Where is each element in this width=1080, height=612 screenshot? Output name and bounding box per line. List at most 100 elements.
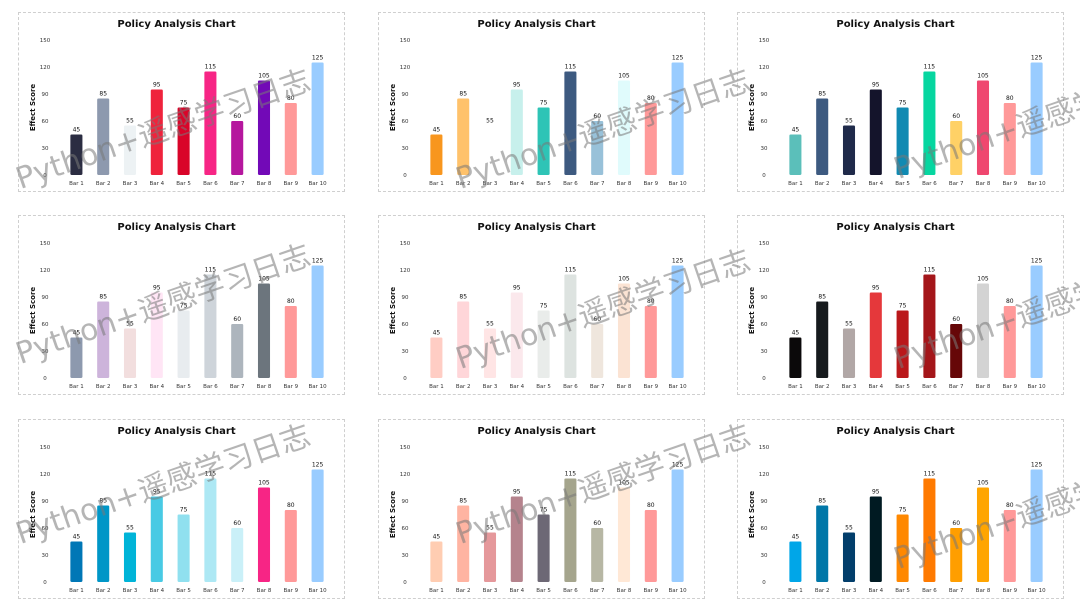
- bar-value-label: 85: [459, 498, 467, 505]
- bar-value-label: 105: [977, 276, 989, 283]
- bar-value-label: 60: [233, 316, 241, 323]
- chart-title: Policy Analysis Chart: [117, 19, 235, 30]
- x-tick-label: Bar 8: [617, 384, 632, 390]
- y-tick-label: 120: [40, 65, 51, 71]
- bar: [789, 541, 802, 582]
- bar-value-label: 115: [565, 64, 577, 71]
- bar: [671, 265, 684, 378]
- bar: [70, 134, 83, 175]
- bar-value-label: 105: [258, 276, 270, 283]
- y-axis-label: Effect Score: [29, 491, 37, 539]
- bar-value-label: 95: [872, 82, 880, 89]
- y-tick-label: 30: [42, 146, 49, 152]
- chart-title: Policy Analysis Chart: [477, 222, 595, 233]
- x-tick-label: Bar 1: [429, 588, 444, 594]
- y-tick-label: 60: [42, 322, 49, 328]
- bar-value-label: 80: [287, 95, 295, 102]
- x-tick-label: Bar 4: [868, 384, 883, 390]
- bar: [789, 134, 802, 175]
- bar-value-label: 85: [99, 498, 107, 505]
- x-tick-label: Bar 4: [149, 588, 164, 594]
- bar: [842, 532, 856, 582]
- x-tick-label: Bar 2: [815, 181, 830, 187]
- bar: [231, 528, 244, 582]
- bar-value-label: 115: [565, 471, 577, 478]
- x-tick-label: Bar 9: [1002, 588, 1017, 594]
- y-tick-label: 0: [762, 376, 766, 382]
- x-tick-label: Bar 10: [1028, 384, 1047, 390]
- x-tick-label: Bar 8: [976, 588, 991, 594]
- x-tick-label: Bar 2: [456, 181, 471, 187]
- chart-title: Policy Analysis Chart: [477, 426, 595, 437]
- y-tick-label: 30: [761, 349, 768, 355]
- bar-value-label: 55: [126, 321, 134, 328]
- x-tick-label: Bar 4: [149, 384, 164, 390]
- y-tick-label: 120: [759, 65, 770, 71]
- bar: [923, 478, 936, 582]
- x-tick-label: Bar 10: [669, 588, 688, 594]
- x-tick-label: Bar 6: [203, 588, 218, 594]
- x-tick-label: Bar 6: [922, 588, 937, 594]
- y-tick-label: 30: [402, 553, 409, 559]
- x-tick-label: Bar 4: [509, 181, 524, 187]
- y-axis-label: Effect Score: [29, 84, 37, 132]
- bar-value-label: 85: [99, 91, 107, 98]
- bar-chart: Policy Analysis Chart Effect Score 0 30 60 90…: [29, 19, 327, 187]
- x-tick-label: Bar 4: [868, 588, 883, 594]
- x-tick-label: Bar 6: [203, 181, 218, 187]
- bar-value-label: 60: [952, 520, 960, 527]
- x-tick-label: Bar 5: [536, 181, 551, 187]
- bar-value-label: 60: [233, 520, 241, 527]
- bar-value-label: 125: [1031, 55, 1043, 62]
- y-tick-label: 90: [402, 92, 409, 98]
- x-tick-label: Bar 2: [815, 384, 830, 390]
- bar: [1003, 103, 1016, 175]
- bar-value-label: 80: [287, 502, 295, 509]
- bar: [204, 71, 217, 175]
- bar-value-label: 45: [792, 127, 800, 134]
- bar: [923, 274, 936, 378]
- bar-value-label: 45: [73, 127, 81, 134]
- bar: [537, 514, 550, 582]
- bar: [430, 337, 443, 378]
- bar: [97, 98, 110, 175]
- bar: [869, 89, 882, 175]
- x-tick-label: Bar 7: [230, 384, 245, 390]
- bar: [950, 528, 963, 582]
- bar-value-label: 45: [433, 330, 441, 337]
- bar: [97, 505, 110, 582]
- x-tick-label: Bar 3: [123, 181, 138, 187]
- bar: [644, 306, 657, 378]
- y-axis-label: Effect Score: [389, 491, 397, 539]
- y-tick-label: 90: [42, 499, 49, 505]
- y-tick-label: 150: [759, 241, 770, 247]
- bar: [564, 274, 577, 378]
- bar-value-label: 75: [899, 507, 907, 514]
- x-tick-label: Bar 9: [1002, 384, 1017, 390]
- bar-value-label: 60: [952, 113, 960, 120]
- y-tick-label: 90: [761, 295, 768, 301]
- y-tick-label: 0: [43, 173, 47, 179]
- bar-value-label: 85: [459, 294, 467, 301]
- x-tick-label: Bar 7: [230, 588, 245, 594]
- bar: [257, 487, 271, 582]
- bar-value-label: 75: [899, 303, 907, 310]
- bar: [177, 310, 190, 378]
- bar-value-label: 60: [593, 113, 601, 120]
- bar-chart: Policy Analysis Chart Effect Score 0 30 60 90…: [29, 426, 327, 594]
- bar: [816, 301, 829, 378]
- bar-value-label: 95: [153, 285, 161, 292]
- bar-value-label: 95: [872, 285, 880, 292]
- y-tick-label: 60: [761, 322, 768, 328]
- bar: [671, 62, 684, 175]
- bar: [816, 98, 829, 175]
- bar-chart: Policy Analysis Chart Effect Score 0 30 60 90…: [389, 19, 687, 187]
- x-tick-label: Bar 1: [788, 384, 803, 390]
- bar-value-label: 125: [672, 462, 684, 469]
- x-tick-label: Bar 3: [842, 588, 857, 594]
- y-tick-label: 150: [759, 38, 770, 44]
- bar: [177, 514, 190, 582]
- bar-value-label: 75: [180, 303, 188, 310]
- bar-value-label: 80: [647, 95, 655, 102]
- bar-value-label: 115: [924, 64, 936, 71]
